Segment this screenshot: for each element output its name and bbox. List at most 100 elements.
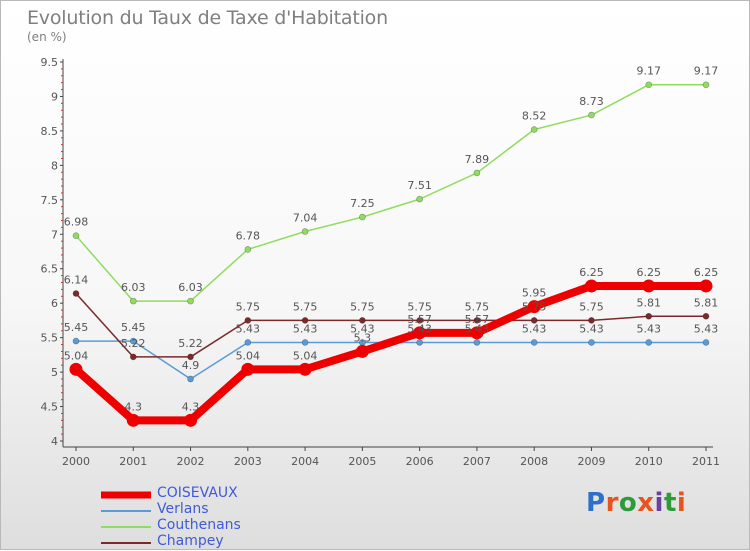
data-label-coisevaux: 5.04 [293, 349, 318, 362]
data-point-verlans [301, 339, 309, 346]
data-labels: 5.04 4.3 4.3 5.04 5.04 5.3 5.57 5.57 5.95 6.25 6.2… [64, 65, 719, 414]
data-point-couthenans [416, 195, 423, 203]
data-label-couthenans: 7.25 [350, 197, 375, 210]
proxiti-logo: Proxiti [586, 488, 686, 518]
data-label-coisevaux: 5.04 [64, 349, 89, 362]
data-label-coisevaux: 5.3 [354, 331, 372, 344]
series-line-verlans [75, 340, 707, 380]
data-point-couthenans [473, 169, 481, 177]
data-point-champey [187, 353, 194, 361]
data-label-verlans: 5.43 [465, 322, 490, 335]
y-tick-label: 6.5 [41, 263, 59, 276]
y-tick-label: 8 [51, 159, 58, 172]
x-tick-label: 2004 [291, 455, 319, 468]
y-tick-label: 7.5 [41, 194, 59, 207]
y-tick-label: 4.5 [41, 401, 59, 414]
data-point-couthenans [359, 213, 366, 221]
data-label-couthenans: 9.17 [636, 65, 661, 78]
x-tick-label: 2005 [348, 455, 376, 468]
data-label-verlans: 5.43 [350, 322, 375, 335]
data-label-champey: 6.14 [64, 274, 89, 287]
x-tick-label: 2000 [62, 455, 90, 468]
legend-swatch [101, 510, 151, 512]
data-point-verlans [72, 337, 80, 345]
data-label-champey: 5.75 [407, 300, 432, 313]
chart-title: Evolution du Taux de Taxe d'Habitation [27, 7, 388, 29]
data-point-coisevaux [355, 344, 369, 358]
data-label-verlans: 5.43 [579, 322, 604, 335]
data-label-verlans: 5.43 [407, 322, 432, 335]
data-point-verlans [530, 339, 538, 346]
legend-label: COISEVAUX [157, 485, 238, 501]
data-point-couthenans [530, 126, 538, 133]
y-tick-label: 6 [51, 297, 58, 310]
logo-letter: t [663, 488, 677, 518]
data-point-champey [530, 317, 538, 324]
data-point-couthenans [72, 232, 80, 239]
data-point-champey [416, 317, 423, 324]
data-label-couthenans: 6.98 [64, 216, 89, 229]
data-point-coisevaux [298, 362, 312, 376]
data-label-couthenans: 7.51 [407, 179, 432, 192]
data-label-coisevaux: 5.57 [407, 313, 432, 326]
legend-label: Champey [157, 533, 224, 549]
logo-letter: r [605, 488, 619, 518]
x-tick-label: 2008 [520, 455, 548, 468]
series-line-couthenans [75, 83, 707, 302]
y-tick-label: 8.5 [41, 125, 59, 138]
data-label-coisevaux: 5.57 [465, 313, 490, 326]
data-label-couthenans: 6.78 [236, 229, 261, 242]
data-point-champey [359, 317, 366, 324]
legend-swatch [101, 526, 151, 528]
y-tick-label: 9.5 [41, 56, 59, 69]
data-point-coisevaux [184, 413, 198, 427]
data-label-couthenans: 6.03 [121, 281, 146, 294]
data-label-champey: 5.81 [694, 296, 719, 309]
data-label-champey: 5.22 [178, 337, 203, 350]
data-point-coisevaux [69, 362, 83, 376]
data-label-verlans: 5.43 [236, 322, 261, 335]
legend-label: Couthenans [157, 517, 241, 533]
data-point-champey [129, 353, 137, 361]
x-tick-label: 2010 [635, 455, 663, 468]
data-label-couthenans: 7.04 [293, 212, 318, 225]
data-point-couthenans [702, 81, 710, 89]
logo-letter: P [586, 488, 606, 518]
data-label-couthenans: 6.03 [178, 281, 203, 294]
data-point-verlans [244, 339, 252, 346]
data-label-champey: 5.22 [121, 337, 146, 350]
data-label-verlans: 5.43 [636, 322, 661, 335]
logo-letter: i [676, 488, 687, 518]
data-label-champey: 5.75 [350, 300, 375, 313]
data-label-coisevaux: 6.25 [579, 266, 604, 279]
logo-letter: o [618, 488, 638, 518]
axes: 4 4.5 5 5.5 6 6.5 7 7.5 8 8.5 9 9.5 2000 2001 2002 2003… [41, 56, 721, 468]
data-point-coisevaux [241, 362, 255, 376]
data-point-champey [244, 317, 252, 324]
data-label-champey: 5.75 [236, 300, 261, 313]
data-point-couthenans [129, 297, 137, 305]
x-tick-label: 2007 [463, 455, 491, 468]
data-label-champey: 5.75 [465, 300, 490, 313]
data-point-verlans [645, 339, 653, 346]
data-point-coisevaux [527, 300, 541, 314]
series-line-champey [75, 292, 707, 358]
data-point-verlans [129, 337, 137, 345]
data-point-verlans [187, 375, 194, 383]
x-tick-label: 2003 [234, 455, 262, 468]
data-point-champey [588, 317, 595, 324]
logo-letter: i [654, 488, 664, 518]
data-point-couthenans [244, 246, 252, 253]
x-tick-label: 2009 [577, 455, 605, 468]
data-point-coisevaux [584, 279, 598, 293]
y-tick-label: 5.5 [41, 332, 59, 345]
y-tick-label: 4 [51, 435, 58, 448]
data-point-coisevaux [470, 326, 484, 340]
data-label-champey: 5.75 [293, 300, 318, 313]
data-point-couthenans [588, 111, 595, 119]
x-tick-label: 2002 [177, 455, 205, 468]
data-point-champey [645, 312, 653, 320]
y-tick-label: 9 [51, 90, 58, 103]
data-label-couthenans: 8.52 [522, 110, 547, 123]
